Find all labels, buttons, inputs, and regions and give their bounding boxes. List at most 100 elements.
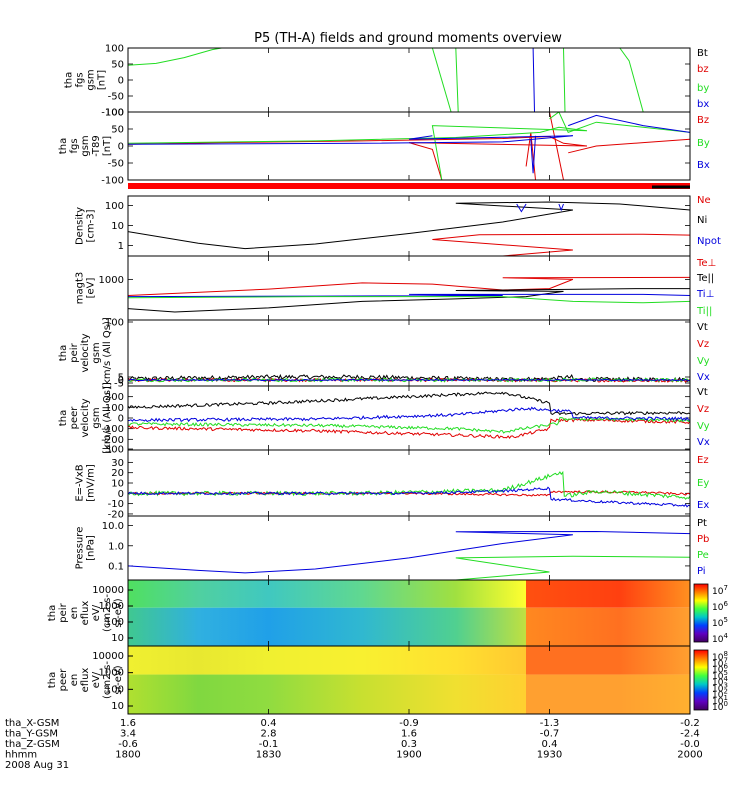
series-Ey — [128, 470, 690, 500]
x-row-label: tha_Z-GSM — [5, 739, 60, 750]
x-row-value: 1.6 — [401, 729, 417, 740]
y-axis-label-line: eflux — [80, 668, 91, 693]
y-axis-label-line: sr-eV) — [113, 598, 124, 627]
x-row-label: tha_X-GSM — [5, 718, 59, 729]
status-bar-red — [128, 183, 690, 189]
color-bar-tick-label: 107 — [712, 584, 728, 597]
y-tick-label: 100 — [105, 108, 124, 119]
series-Vy — [128, 417, 690, 434]
legend-Te⊥: Te⊥ — [696, 258, 716, 269]
y-axis-label-line: tha — [64, 72, 75, 88]
y-axis-label-line: tha — [58, 410, 69, 426]
y-axis-label-line: peir — [69, 342, 80, 362]
y-axis-label: E=-VxB [mV/m] — [75, 464, 97, 502]
color-bar-tick-label: 104 — [712, 632, 728, 645]
y-axis-label-line: sr-eV) — [113, 665, 124, 694]
y-axis-label: tha fgs gsm [nT] — [64, 69, 108, 90]
y-axis-label-line: [cm-3] — [86, 209, 97, 242]
legend-bz: bz — [697, 64, 709, 75]
series-by — [128, 48, 222, 66]
y-axis-label: Pressure [nPa] — [75, 527, 97, 570]
series-Vz — [128, 417, 690, 439]
color-bar-tick-label: 104 — [712, 675, 728, 688]
y-tick-label: 10 — [111, 701, 124, 712]
status-bar — [128, 183, 690, 189]
y-tick-label: 10.0 — [102, 521, 124, 532]
legend-Vz: Vz — [697, 339, 709, 350]
x-row-value: -1.3 — [540, 718, 560, 729]
x-row-value: 0.4 — [542, 739, 558, 750]
x-row-value: -0.7 — [540, 729, 560, 740]
legend-Vx: Vx — [697, 372, 710, 383]
x-row-value: -0.2 — [680, 718, 700, 729]
panel-frame — [127, 449, 691, 517]
x-axis-labels: tha_X-GSM 1.6 0.4 -0.9 -1.3 -0.2 tha_Y-GSM 3.4 2… — [5, 718, 703, 771]
y-axis-label: magt3 [eV] — [75, 272, 97, 305]
legend-Vt: Vt — [697, 322, 708, 333]
legend-Pe: Pe — [697, 550, 709, 561]
y-tick-label: 0 — [118, 414, 124, 425]
panel-density: 100 10 1 Ne Ni Npot Density [cm-3] — [75, 195, 721, 257]
series-group — [128, 470, 690, 508]
x-row-value: 3.4 — [120, 729, 136, 740]
series-group — [128, 112, 690, 180]
series-group — [128, 276, 690, 313]
color-bar-tick-label: 106 — [712, 663, 728, 676]
y-tick-label: -20 — [108, 509, 124, 520]
series-Bz — [549, 112, 564, 180]
legend-Bz: Bz — [697, 115, 709, 126]
series-Ti|| — [128, 296, 690, 304]
legend-Pb: Pb — [697, 534, 709, 545]
y-axis-label-line: Density — [75, 207, 86, 245]
legend-bx: bx — [697, 99, 709, 110]
panel-frame — [127, 195, 691, 257]
y-tick-label: 10000 — [92, 585, 124, 596]
y-axis-label-line: velocity — [80, 398, 91, 437]
series-Vx — [128, 406, 690, 423]
legend-Vy: Vy — [697, 421, 710, 432]
series-By — [549, 112, 690, 136]
y-tick-label: -100 — [101, 176, 124, 187]
series-Bx — [530, 135, 536, 174]
y-axis-label-line: gsm — [80, 135, 91, 156]
x-row-value: -0.1 — [259, 739, 279, 750]
y-axis-label-line: -T89 — [91, 135, 102, 157]
legend-Ez: Ez — [697, 455, 709, 466]
series-Pe — [128, 555, 690, 580]
legend-Pt: Pt — [697, 518, 707, 529]
panel-frame — [127, 47, 691, 113]
panel-peir_spectrogram: 10000 1000 100 10 107 106 105 104 tha peir en eflux… — [47, 579, 728, 647]
legend-Pi: Pi — [697, 566, 706, 577]
y-tick-label: 1000 — [99, 601, 124, 612]
legend-Vx: Vx — [697, 437, 710, 448]
legend-Ti⊥: Ti⊥ — [696, 289, 714, 300]
panel-frame — [127, 515, 691, 581]
x-row-label: tha_Y-GSM — [5, 729, 58, 740]
y-axis-label: tha fgs gsm -T89 [nT] — [58, 135, 113, 157]
panel-temperature: 1000 Te⊥ Te|| Ti⊥ Ti|| magt3 [eV] — [75, 255, 716, 321]
color-bar-tick-label: 103 — [712, 681, 728, 694]
y-tick-label: -10 — [108, 499, 124, 510]
y-tick-label: -50 — [108, 159, 124, 170]
status-bar-black — [652, 185, 690, 189]
y-tick-label: 1.0 — [108, 541, 124, 552]
x-row-value: 1800 — [115, 750, 140, 761]
y-axis-label-line: tha — [58, 345, 69, 361]
series-Bz — [568, 138, 690, 154]
y-tick-label: 100 — [105, 318, 124, 329]
y-tick-label: -5 — [114, 379, 124, 390]
series-Te|| — [128, 287, 690, 313]
y-tick-label: 10 — [111, 479, 124, 490]
x-row-value: 2.8 — [261, 729, 277, 740]
series-Te⊥ — [128, 276, 690, 296]
legend-Vt: Vt — [697, 387, 708, 398]
y-tick-label: 200 — [105, 392, 124, 403]
series-by — [455, 48, 459, 112]
y-tick-label: 50 — [111, 60, 124, 71]
panel-peir_velocity: 100 50-5 Vt Vz Vy Vx tha peir velocity gsm [km/s (… — [58, 317, 710, 389]
series-Bz — [128, 135, 588, 180]
y-axis-label-line: [eV] — [86, 278, 97, 299]
y-tick-label: 1000 — [99, 668, 124, 679]
